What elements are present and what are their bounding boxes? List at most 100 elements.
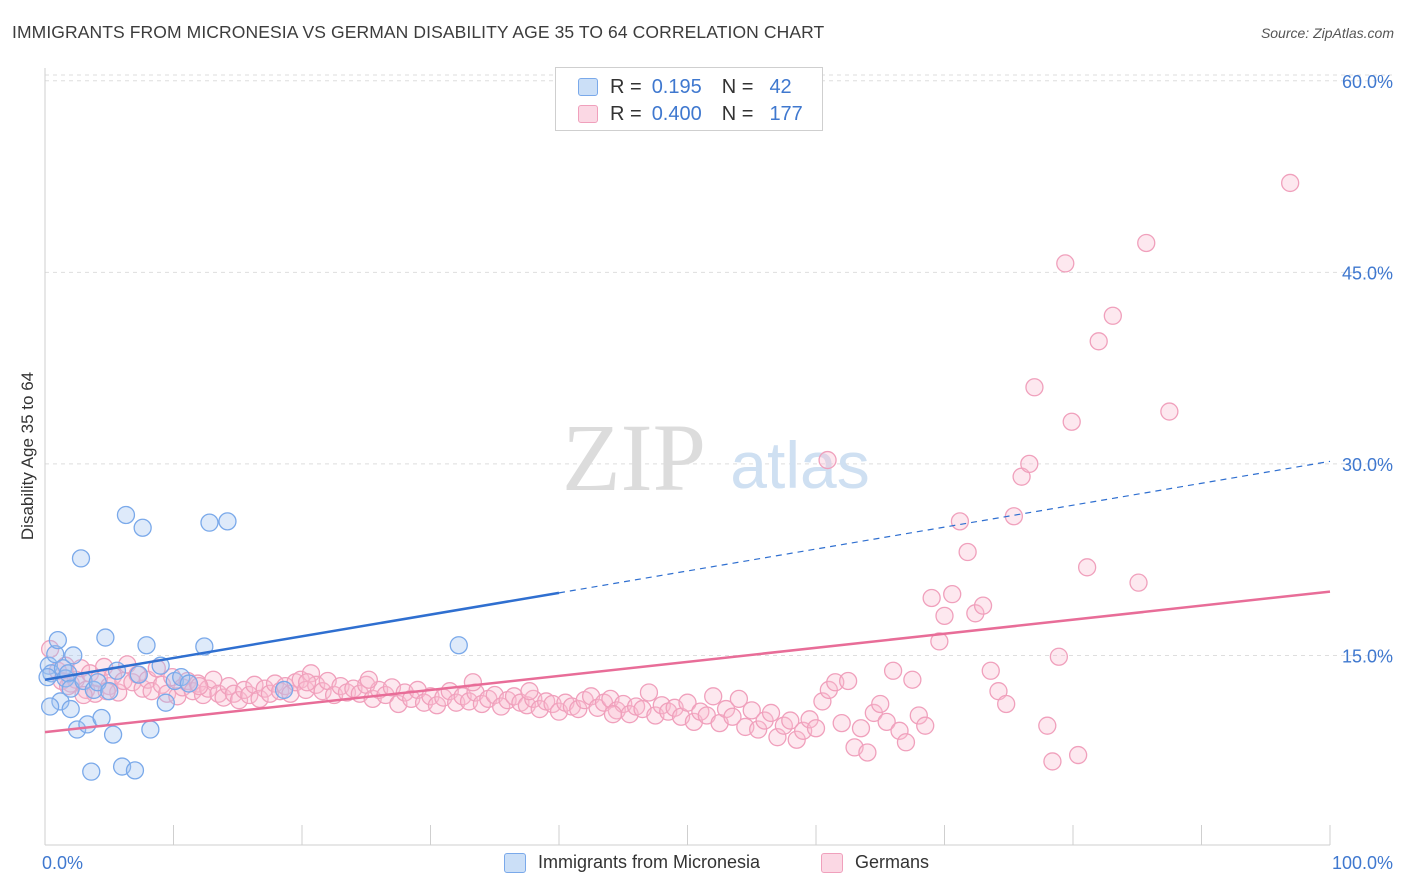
legend-n-value: 177 xyxy=(769,102,803,125)
data-point-germans xyxy=(1056,254,1075,273)
data-point-germans xyxy=(297,673,317,692)
data-point-germans xyxy=(818,450,837,470)
legend-item-germans[interactable]: Germans xyxy=(821,852,929,873)
data-point-germans xyxy=(463,673,483,692)
data-point-germans xyxy=(723,707,742,726)
data-point-germans xyxy=(800,710,819,729)
watermark: ZIP atlas xyxy=(562,404,870,511)
legend-row-micronesia: R = 0.195 N = 42 xyxy=(578,75,792,99)
data-point-germans xyxy=(966,604,985,623)
y-tick-label: 15.0% xyxy=(1342,646,1393,666)
legend-n-value: 42 xyxy=(769,75,792,98)
data-point-germans xyxy=(871,694,890,714)
data-point-micronesia xyxy=(449,636,468,655)
data-point-micronesia xyxy=(92,708,111,728)
data-point-germans xyxy=(973,596,993,615)
watermark-zip: ZIP xyxy=(562,404,706,511)
data-point-germans xyxy=(569,699,588,719)
data-point-germans xyxy=(1137,233,1156,253)
data-point-germans xyxy=(142,682,161,701)
data-point-germans xyxy=(768,728,787,747)
data-point-micronesia xyxy=(48,630,67,650)
data-point-micronesia xyxy=(200,513,219,532)
data-point-germans xyxy=(997,694,1016,714)
data-point-micronesia xyxy=(141,720,160,739)
stats-legend: R = 0.195 N = 42 R = 0.400 N = 177 xyxy=(555,67,823,131)
data-point-germans xyxy=(916,716,935,735)
legend-r-label: R = xyxy=(610,75,642,98)
data-point-micronesia xyxy=(218,512,237,531)
data-point-germans xyxy=(245,675,264,694)
data-point-micronesia xyxy=(125,761,145,780)
data-point-micronesia xyxy=(156,693,175,712)
data-point-micronesia xyxy=(96,628,115,647)
data-point-micronesia xyxy=(58,664,78,683)
data-point-germans xyxy=(935,606,954,626)
data-point-germans xyxy=(678,693,697,712)
data-point-germans xyxy=(1043,752,1062,771)
data-point-germans xyxy=(749,720,768,739)
legend-r-label: R = xyxy=(610,102,642,125)
legend-swatch-pink xyxy=(578,105,598,123)
legend-item-micronesia[interactable]: Immigrants from Micronesia xyxy=(504,852,760,873)
data-point-germans xyxy=(851,719,871,738)
legend-n-label: N = xyxy=(721,75,754,98)
data-point-germans xyxy=(1077,558,1097,577)
data-point-germans xyxy=(1089,332,1108,351)
data-point-micronesia xyxy=(64,646,83,665)
data-point-germans xyxy=(943,585,962,604)
data-point-micronesia xyxy=(116,505,136,525)
data-point-germans xyxy=(930,632,949,651)
data-point-germans xyxy=(729,689,749,709)
data-point-germans xyxy=(1160,402,1179,421)
data-point-germans xyxy=(520,682,539,701)
y-tick-label: 30.0% xyxy=(1342,455,1393,475)
data-point-germans xyxy=(1103,306,1122,325)
data-point-micronesia xyxy=(100,682,119,701)
legend-row-germans: R = 0.400 N = 177 xyxy=(578,102,803,126)
data-point-germans xyxy=(1062,412,1081,431)
data-point-micronesia xyxy=(133,518,152,537)
data-point-micronesia xyxy=(103,725,123,744)
watermark-atlas: atlas xyxy=(730,428,869,502)
data-point-germans xyxy=(639,683,659,702)
data-point-micronesia xyxy=(51,692,70,711)
data-point-germans xyxy=(761,703,781,723)
data-point-germans xyxy=(813,692,832,711)
data-point-germans xyxy=(742,701,761,720)
data-point-micronesia xyxy=(61,699,80,719)
source-credit: Source: ZipAtlas.com xyxy=(1260,25,1394,41)
trendline-micronesia xyxy=(44,591,560,681)
data-point-micronesia xyxy=(195,637,214,656)
data-point-germans xyxy=(890,721,909,740)
data-point-germans xyxy=(214,688,233,707)
data-point-germans xyxy=(1049,647,1069,666)
data-point-germans xyxy=(864,703,883,723)
trendline-micronesia-extrapolated xyxy=(558,460,1331,594)
data-point-micronesia xyxy=(274,680,294,700)
data-point-germans xyxy=(832,713,851,733)
data-point-germans xyxy=(883,661,903,680)
data-point-germans xyxy=(896,733,916,752)
y-tick-label: 60.0% xyxy=(1342,72,1393,92)
y-axis-label: Disability Age 35 to 64 xyxy=(18,371,37,541)
series-legend: Immigrants from Micronesia Germans xyxy=(0,852,1406,878)
data-point-germans xyxy=(903,670,922,689)
data-point-germans xyxy=(359,670,378,689)
legend-swatch-blue xyxy=(578,78,598,96)
data-point-germans xyxy=(909,706,928,725)
legend-n-label: N = xyxy=(721,102,754,125)
data-point-germans xyxy=(950,512,970,531)
data-point-germans xyxy=(1281,173,1300,193)
data-point-germans xyxy=(1068,745,1088,765)
data-point-germans xyxy=(301,664,321,683)
data-point-germans xyxy=(806,719,826,738)
data-point-germans xyxy=(838,671,858,691)
data-point-germans xyxy=(858,743,877,762)
data-point-germans xyxy=(704,687,723,706)
data-point-germans xyxy=(922,588,941,608)
x-tick-label: 100.0% xyxy=(1332,853,1393,873)
data-point-micronesia xyxy=(46,645,65,664)
data-point-germans xyxy=(781,711,800,730)
